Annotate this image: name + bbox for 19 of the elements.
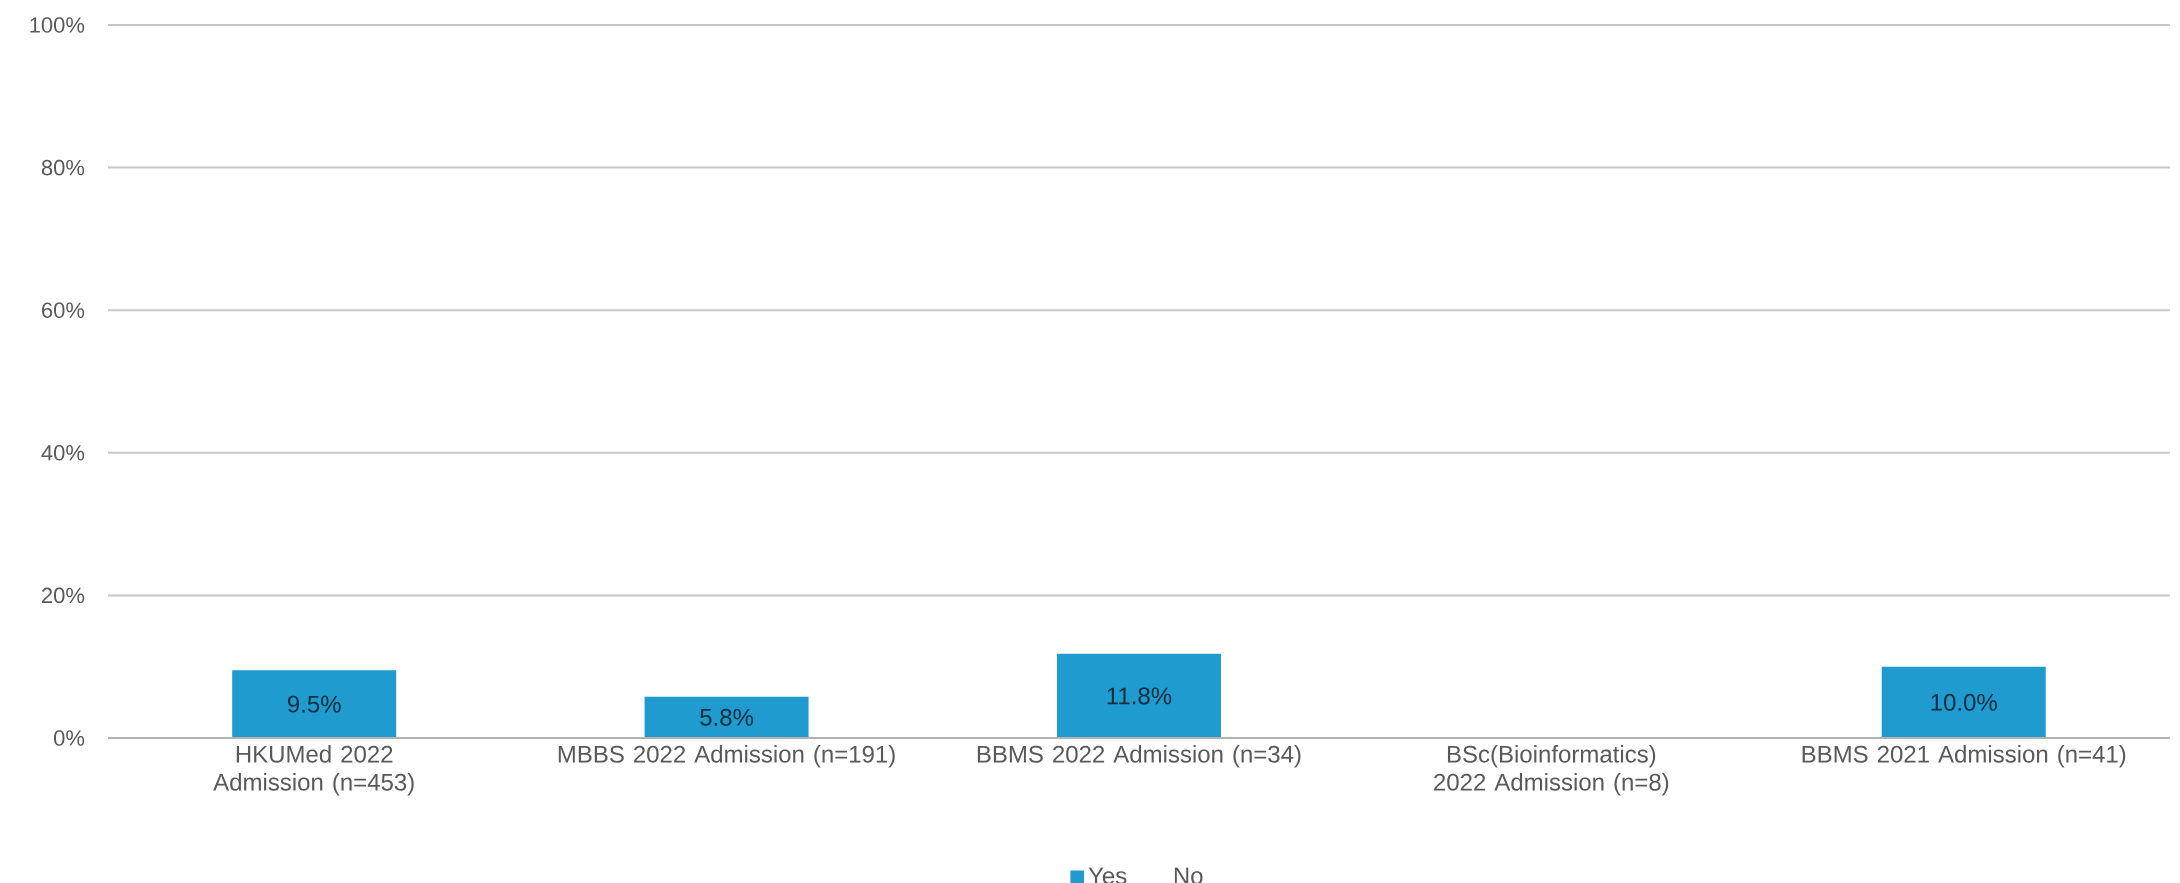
data-label: 11.8% bbox=[1107, 687, 1172, 705]
x-tick-label: BBMS 2022 Admission (n=34) bbox=[977, 745, 1301, 768]
data-label: 5.8% bbox=[700, 708, 754, 726]
bar bbox=[644, 696, 809, 738]
x-tick-label: MBBS 2022 Admission (n=191) bbox=[558, 745, 895, 768]
data-label: 9.5% bbox=[287, 695, 341, 713]
x-tick-label: BSc(Bioinformatics) 2022 Admission (n=8) bbox=[1434, 745, 1669, 796]
y-tick-label: 20% bbox=[42, 587, 85, 604]
x-tick-label: BBMS 2021 Admission (n=41) bbox=[1802, 745, 2126, 768]
x-tick-label: HKUMed 2022 Admission (n=453) bbox=[213, 745, 414, 796]
y-tick-label: 40% bbox=[41, 445, 85, 461]
bar bbox=[1056, 653, 1221, 738]
y-tick-label: 60% bbox=[42, 302, 85, 318]
bar bbox=[1881, 666, 2046, 738]
y-tick-label: 80% bbox=[41, 159, 85, 176]
y-tick-label: 0% bbox=[54, 730, 85, 746]
bar bbox=[232, 670, 397, 738]
data-label: 10.0% bbox=[1931, 693, 1997, 711]
y-tick-label: 100% bbox=[30, 17, 85, 33]
